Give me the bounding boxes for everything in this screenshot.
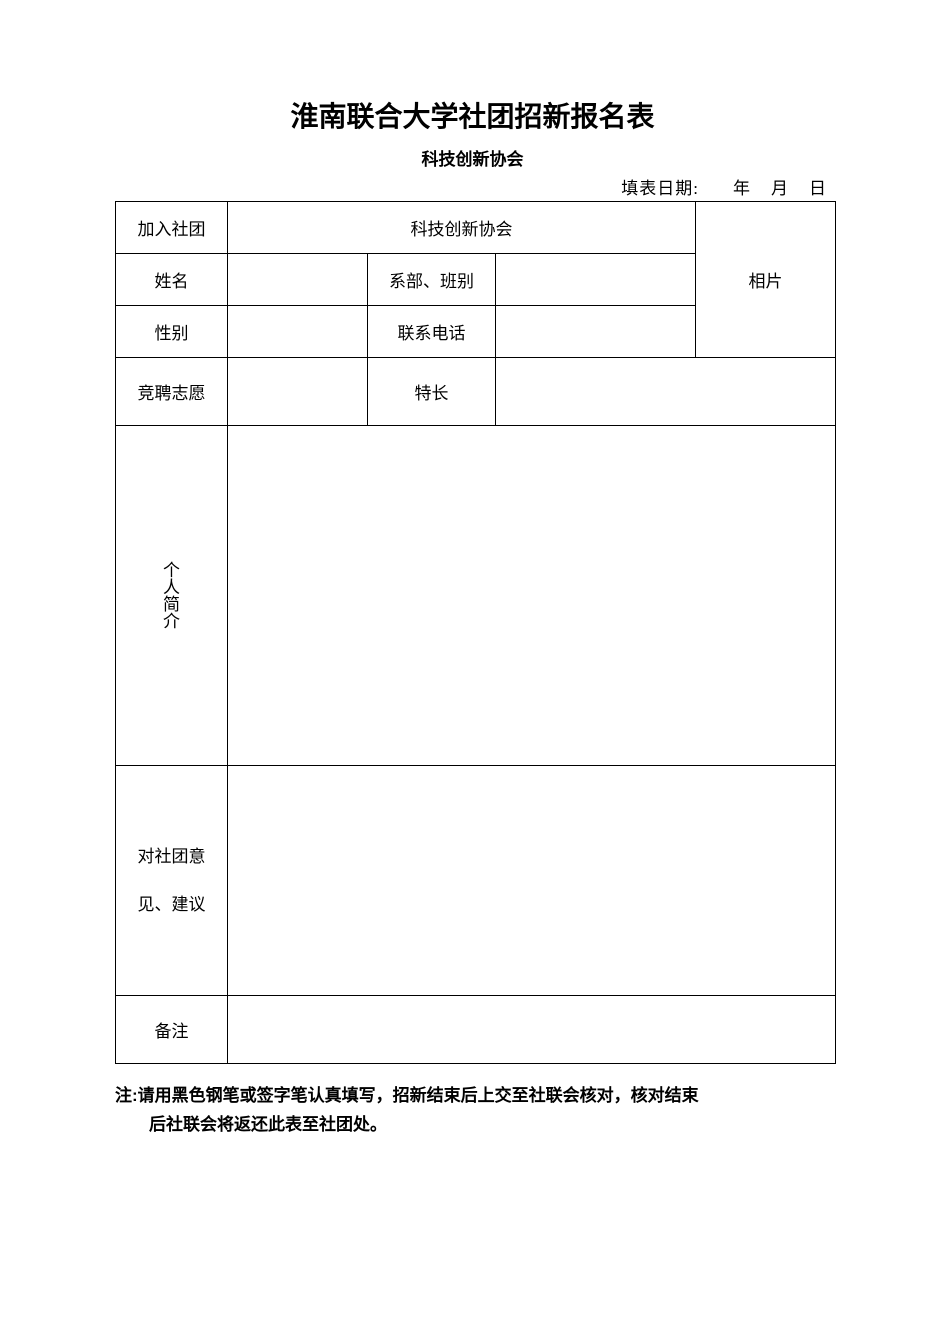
bio-char-2: 人 — [116, 579, 227, 596]
photo-cell: 相片 — [696, 202, 836, 358]
date-row: 填表日期: 年 月 日 — [115, 174, 835, 199]
value-name[interactable] — [228, 254, 368, 306]
bio-char-4: 介 — [116, 613, 227, 630]
year-unit: 年 — [733, 179, 751, 198]
value-opinion[interactable] — [228, 766, 836, 996]
footnote-line-1: 注:请用黑色钢笔或签字笔认真填写，招新结束后上交至社联会核对，核对结束 — [115, 1086, 699, 1105]
value-aspiration[interactable] — [228, 358, 368, 426]
label-opinion: 对社团意 见、建议 — [116, 766, 228, 996]
value-specialty[interactable] — [496, 358, 836, 426]
table-row: 个 人 简 介 — [116, 426, 836, 766]
table-row: 加入社团 科技创新协会 相片 — [116, 202, 836, 254]
month-unit: 月 — [771, 179, 789, 198]
value-phone[interactable] — [496, 306, 696, 358]
table-row: 竞聘志愿 特长 — [116, 358, 836, 426]
label-note: 备注 — [116, 996, 228, 1064]
label-gender: 性别 — [116, 306, 228, 358]
registration-table: 加入社团 科技创新协会 相片 姓名 系部、班别 性别 联系电话 竞聘志愿 特长 — [115, 201, 836, 1064]
label-name: 姓名 — [116, 254, 228, 306]
bio-char-3: 简 — [116, 596, 227, 613]
footnote: 注:请用黑色钢笔或签字笔认真填写，招新结束后上交至社联会核对，核对结束 后社联会… — [115, 1082, 835, 1140]
label-aspiration: 竞聘志愿 — [116, 358, 228, 426]
label-dept: 系部、班别 — [368, 254, 496, 306]
value-note[interactable] — [228, 996, 836, 1064]
table-row: 备注 — [116, 996, 836, 1064]
label-specialty: 特长 — [368, 358, 496, 426]
bio-char-1: 个 — [116, 562, 227, 579]
table-row: 对社团意 见、建议 — [116, 766, 836, 996]
value-dept[interactable] — [496, 254, 696, 306]
label-bio: 个 人 简 介 — [116, 426, 228, 766]
page-subtitle: 科技创新协会 — [115, 145, 830, 170]
label-club: 加入社团 — [116, 202, 228, 254]
date-label: 填表日期: — [621, 179, 699, 198]
page-container: 淮南联合大学社团招新报名表 科技创新协会 填表日期: 年 月 日 加入社团 科技创新协… — [0, 0, 945, 1140]
opinion-line-1: 对社团意 — [116, 833, 227, 881]
value-club: 科技创新协会 — [228, 202, 696, 254]
page-title: 淮南联合大学社团招新报名表 — [115, 95, 830, 135]
value-bio[interactable] — [228, 426, 836, 766]
opinion-line-2: 见、建议 — [116, 881, 227, 929]
value-gender[interactable] — [228, 306, 368, 358]
label-phone: 联系电话 — [368, 306, 496, 358]
footnote-line-2: 后社联会将返还此表至社团处。 — [115, 1111, 835, 1140]
day-unit: 日 — [809, 179, 827, 198]
